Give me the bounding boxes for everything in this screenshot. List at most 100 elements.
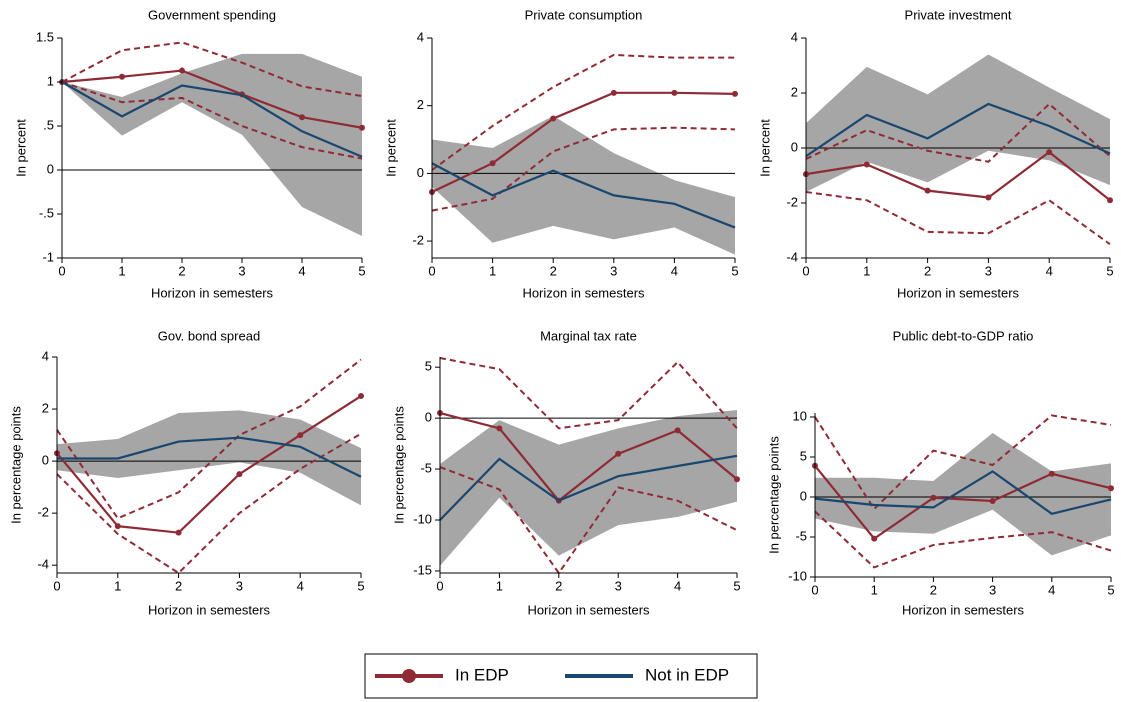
point	[358, 393, 364, 400]
y-axis-label: In percentage points	[766, 436, 781, 554]
x-tick-label: 2	[175, 578, 182, 593]
series-line	[805, 102, 1111, 158]
panel-title: Gov. bond spread	[158, 328, 260, 343]
series-line	[814, 465, 1112, 541]
point	[924, 187, 931, 194]
x-axis-label: Horizon in semesters	[148, 602, 271, 617]
point	[1048, 470, 1055, 477]
x-tick-label: 1	[489, 263, 496, 278]
point	[297, 432, 304, 439]
x-tick-label: 5	[733, 578, 740, 593]
y-tick-label: 0	[42, 453, 49, 468]
x-tick-label: 0	[58, 263, 65, 278]
y-tick-label: 4	[42, 348, 49, 363]
x-tick-label: 1	[863, 263, 870, 278]
series-line	[439, 454, 738, 521]
point	[671, 89, 678, 96]
x-tick-label: 0	[811, 582, 818, 597]
y-tick-label: 0	[791, 139, 798, 154]
y-tick-label: -4	[786, 249, 798, 264]
point	[489, 160, 496, 167]
point	[119, 73, 125, 80]
legend-label: Not in EDP	[645, 665, 729, 684]
band-upper	[805, 102, 1111, 163]
point	[930, 494, 937, 501]
series-line	[431, 162, 736, 229]
point	[985, 194, 992, 201]
y-tick-label: -1	[42, 249, 54, 264]
x-tick-label: 4	[671, 263, 678, 278]
y-axis-label: In percentage points	[391, 406, 406, 524]
series-line	[61, 81, 363, 158]
x-tick-label: 3	[236, 578, 243, 593]
y-tick-label: -15	[413, 562, 432, 577]
y-tick-label: 5	[425, 359, 432, 374]
x-axis-label: Horizon in semesters	[902, 602, 1025, 617]
x-tick-label: 4	[1048, 582, 1055, 597]
point	[175, 529, 182, 536]
y-tick-label: -5	[795, 528, 807, 543]
legend-label: In EDP	[455, 665, 509, 684]
series-line	[56, 395, 362, 534]
x-axis-label: Horizon in semesters	[897, 285, 1020, 300]
x-axis-label: Horizon in semesters	[151, 285, 274, 300]
point	[496, 425, 503, 432]
panel-title: Private consumption	[525, 7, 643, 22]
x-tick-label: 0	[53, 578, 60, 593]
y-tick-label: 4	[417, 29, 424, 44]
x-tick-label: 1	[496, 578, 503, 593]
x-tick-label: 3	[989, 582, 996, 597]
band-lower	[805, 191, 1111, 246]
confidence-band	[57, 410, 361, 506]
x-tick-label: 0	[802, 263, 809, 278]
x-tick-label: 3	[615, 578, 622, 593]
y-tick-label: -5	[420, 461, 432, 476]
confidence-band	[806, 54, 1110, 192]
band-upper	[431, 53, 735, 171]
x-tick-label: 0	[436, 578, 443, 593]
panel-title: Private investment	[905, 7, 1012, 22]
series-line	[805, 150, 1111, 202]
x-tick-label: 2	[555, 578, 562, 593]
y-axis-label: In percent	[383, 119, 398, 177]
x-tick-label: 0	[428, 263, 435, 278]
point	[674, 427, 681, 434]
x-tick-label: 2	[550, 263, 557, 278]
x-tick-label: 1	[871, 582, 878, 597]
y-tick-label: 0	[800, 488, 807, 503]
point	[550, 115, 557, 122]
y-tick-label: -2	[37, 505, 49, 520]
x-tick-label: 4	[297, 578, 304, 593]
series-line	[814, 470, 1112, 515]
y-tick-label: 0	[425, 410, 432, 425]
y-tick-label: 5	[800, 448, 807, 463]
legend-marker	[402, 669, 416, 683]
y-tick-label: 4	[791, 29, 798, 44]
x-tick-label: 4	[674, 578, 681, 593]
confidence-band	[432, 115, 735, 255]
y-tick-label: 0	[417, 165, 424, 180]
y-tick-label: .5	[43, 117, 54, 132]
band-upper	[814, 414, 1112, 511]
point	[1108, 485, 1114, 492]
y-tick-label: 0	[47, 161, 54, 176]
confidence-band	[62, 53, 362, 237]
point	[359, 124, 365, 131]
x-axis-label: Horizon in semesters	[527, 602, 650, 617]
x-tick-label: 3	[985, 263, 992, 278]
y-tick-label: 1	[47, 73, 54, 88]
x-tick-label: 2	[930, 582, 937, 597]
point	[610, 89, 617, 96]
band-lower	[439, 466, 738, 575]
point	[871, 535, 878, 542]
y-tick-label: -4	[37, 557, 49, 572]
x-tick-label: 2	[924, 263, 931, 278]
band-upper	[56, 358, 362, 520]
band-lower	[61, 81, 363, 160]
x-tick-label: 1	[114, 578, 121, 593]
band-upper	[439, 357, 738, 430]
point	[236, 471, 243, 478]
band-lower	[814, 510, 1112, 569]
band-upper	[61, 41, 363, 98]
